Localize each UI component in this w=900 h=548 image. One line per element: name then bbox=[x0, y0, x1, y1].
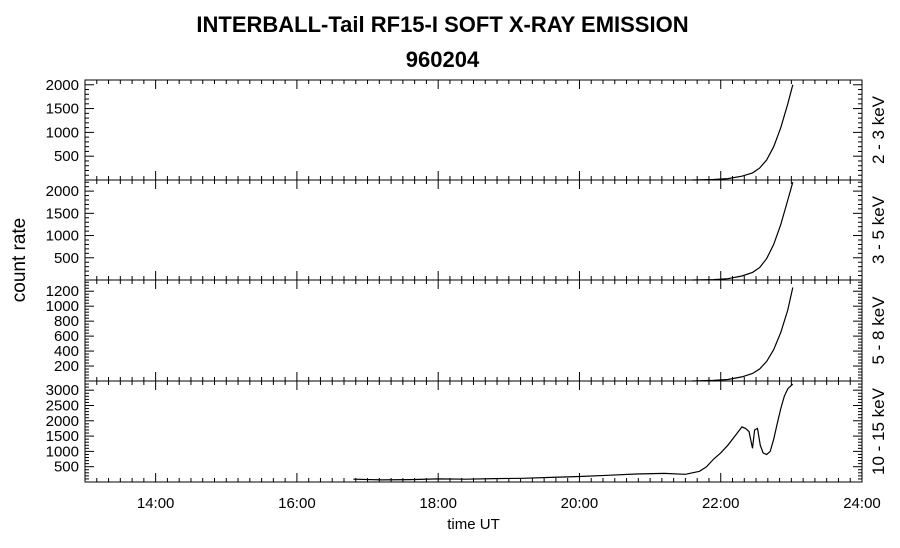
y-tick-label: 2000 bbox=[46, 413, 79, 430]
chart-subtitle: 960204 bbox=[405, 47, 480, 72]
panel-energy-label: 10 - 15 keV bbox=[869, 387, 888, 475]
y-tick-label: 1200 bbox=[46, 283, 79, 300]
panel-energy-label: 3 - 5 keV bbox=[869, 195, 888, 264]
y-tick-label: 500 bbox=[54, 250, 79, 267]
x-tick-label: 18:00 bbox=[419, 495, 457, 512]
y-tick-label: 1000 bbox=[46, 124, 79, 141]
panel-frame bbox=[84, 279, 863, 382]
y-tick-label: 600 bbox=[54, 328, 79, 345]
y-tick-label: 3000 bbox=[46, 382, 79, 399]
y-tick-label: 2500 bbox=[46, 397, 79, 414]
panel-energy-label: 2 - 3 keV bbox=[869, 95, 888, 164]
panel-energy-label: 5 - 8 keV bbox=[869, 296, 888, 365]
y-tick-label: 500 bbox=[54, 148, 79, 165]
x-tick-label: 16:00 bbox=[278, 495, 316, 512]
x-tick-label: 24:00 bbox=[843, 495, 881, 512]
series-line bbox=[692, 182, 794, 281]
x-axis-label: time UT bbox=[447, 516, 500, 533]
y-tick-label: 1500 bbox=[46, 428, 79, 445]
y-axis-label: count rate bbox=[9, 218, 30, 303]
series-line bbox=[692, 287, 794, 382]
y-tick-label: 2000 bbox=[46, 183, 79, 200]
y-tick-label: 500 bbox=[54, 459, 79, 476]
panel-frame bbox=[84, 179, 863, 281]
panel-frame bbox=[84, 380, 863, 483]
series-line bbox=[692, 84, 794, 181]
y-tick-label: 2000 bbox=[46, 77, 79, 94]
y-tick-label: 200 bbox=[54, 358, 79, 375]
y-tick-label: 1500 bbox=[46, 101, 79, 118]
y-tick-label: 1500 bbox=[46, 205, 79, 222]
series-line bbox=[353, 383, 794, 481]
chart-title: INTERBALL-Tail RF15-I SOFT X-RAY EMISSIO… bbox=[196, 12, 689, 37]
y-tick-label: 800 bbox=[54, 313, 79, 330]
x-tick-label: 14:00 bbox=[137, 495, 175, 512]
x-tick-label: 20:00 bbox=[561, 495, 599, 512]
y-tick-label: 400 bbox=[54, 343, 79, 360]
y-tick-label: 1000 bbox=[46, 228, 79, 245]
y-tick-label: 1000 bbox=[46, 298, 79, 315]
x-tick-label: 22:00 bbox=[702, 495, 740, 512]
y-tick-label: 1000 bbox=[46, 443, 79, 460]
panel-frame bbox=[84, 79, 863, 181]
